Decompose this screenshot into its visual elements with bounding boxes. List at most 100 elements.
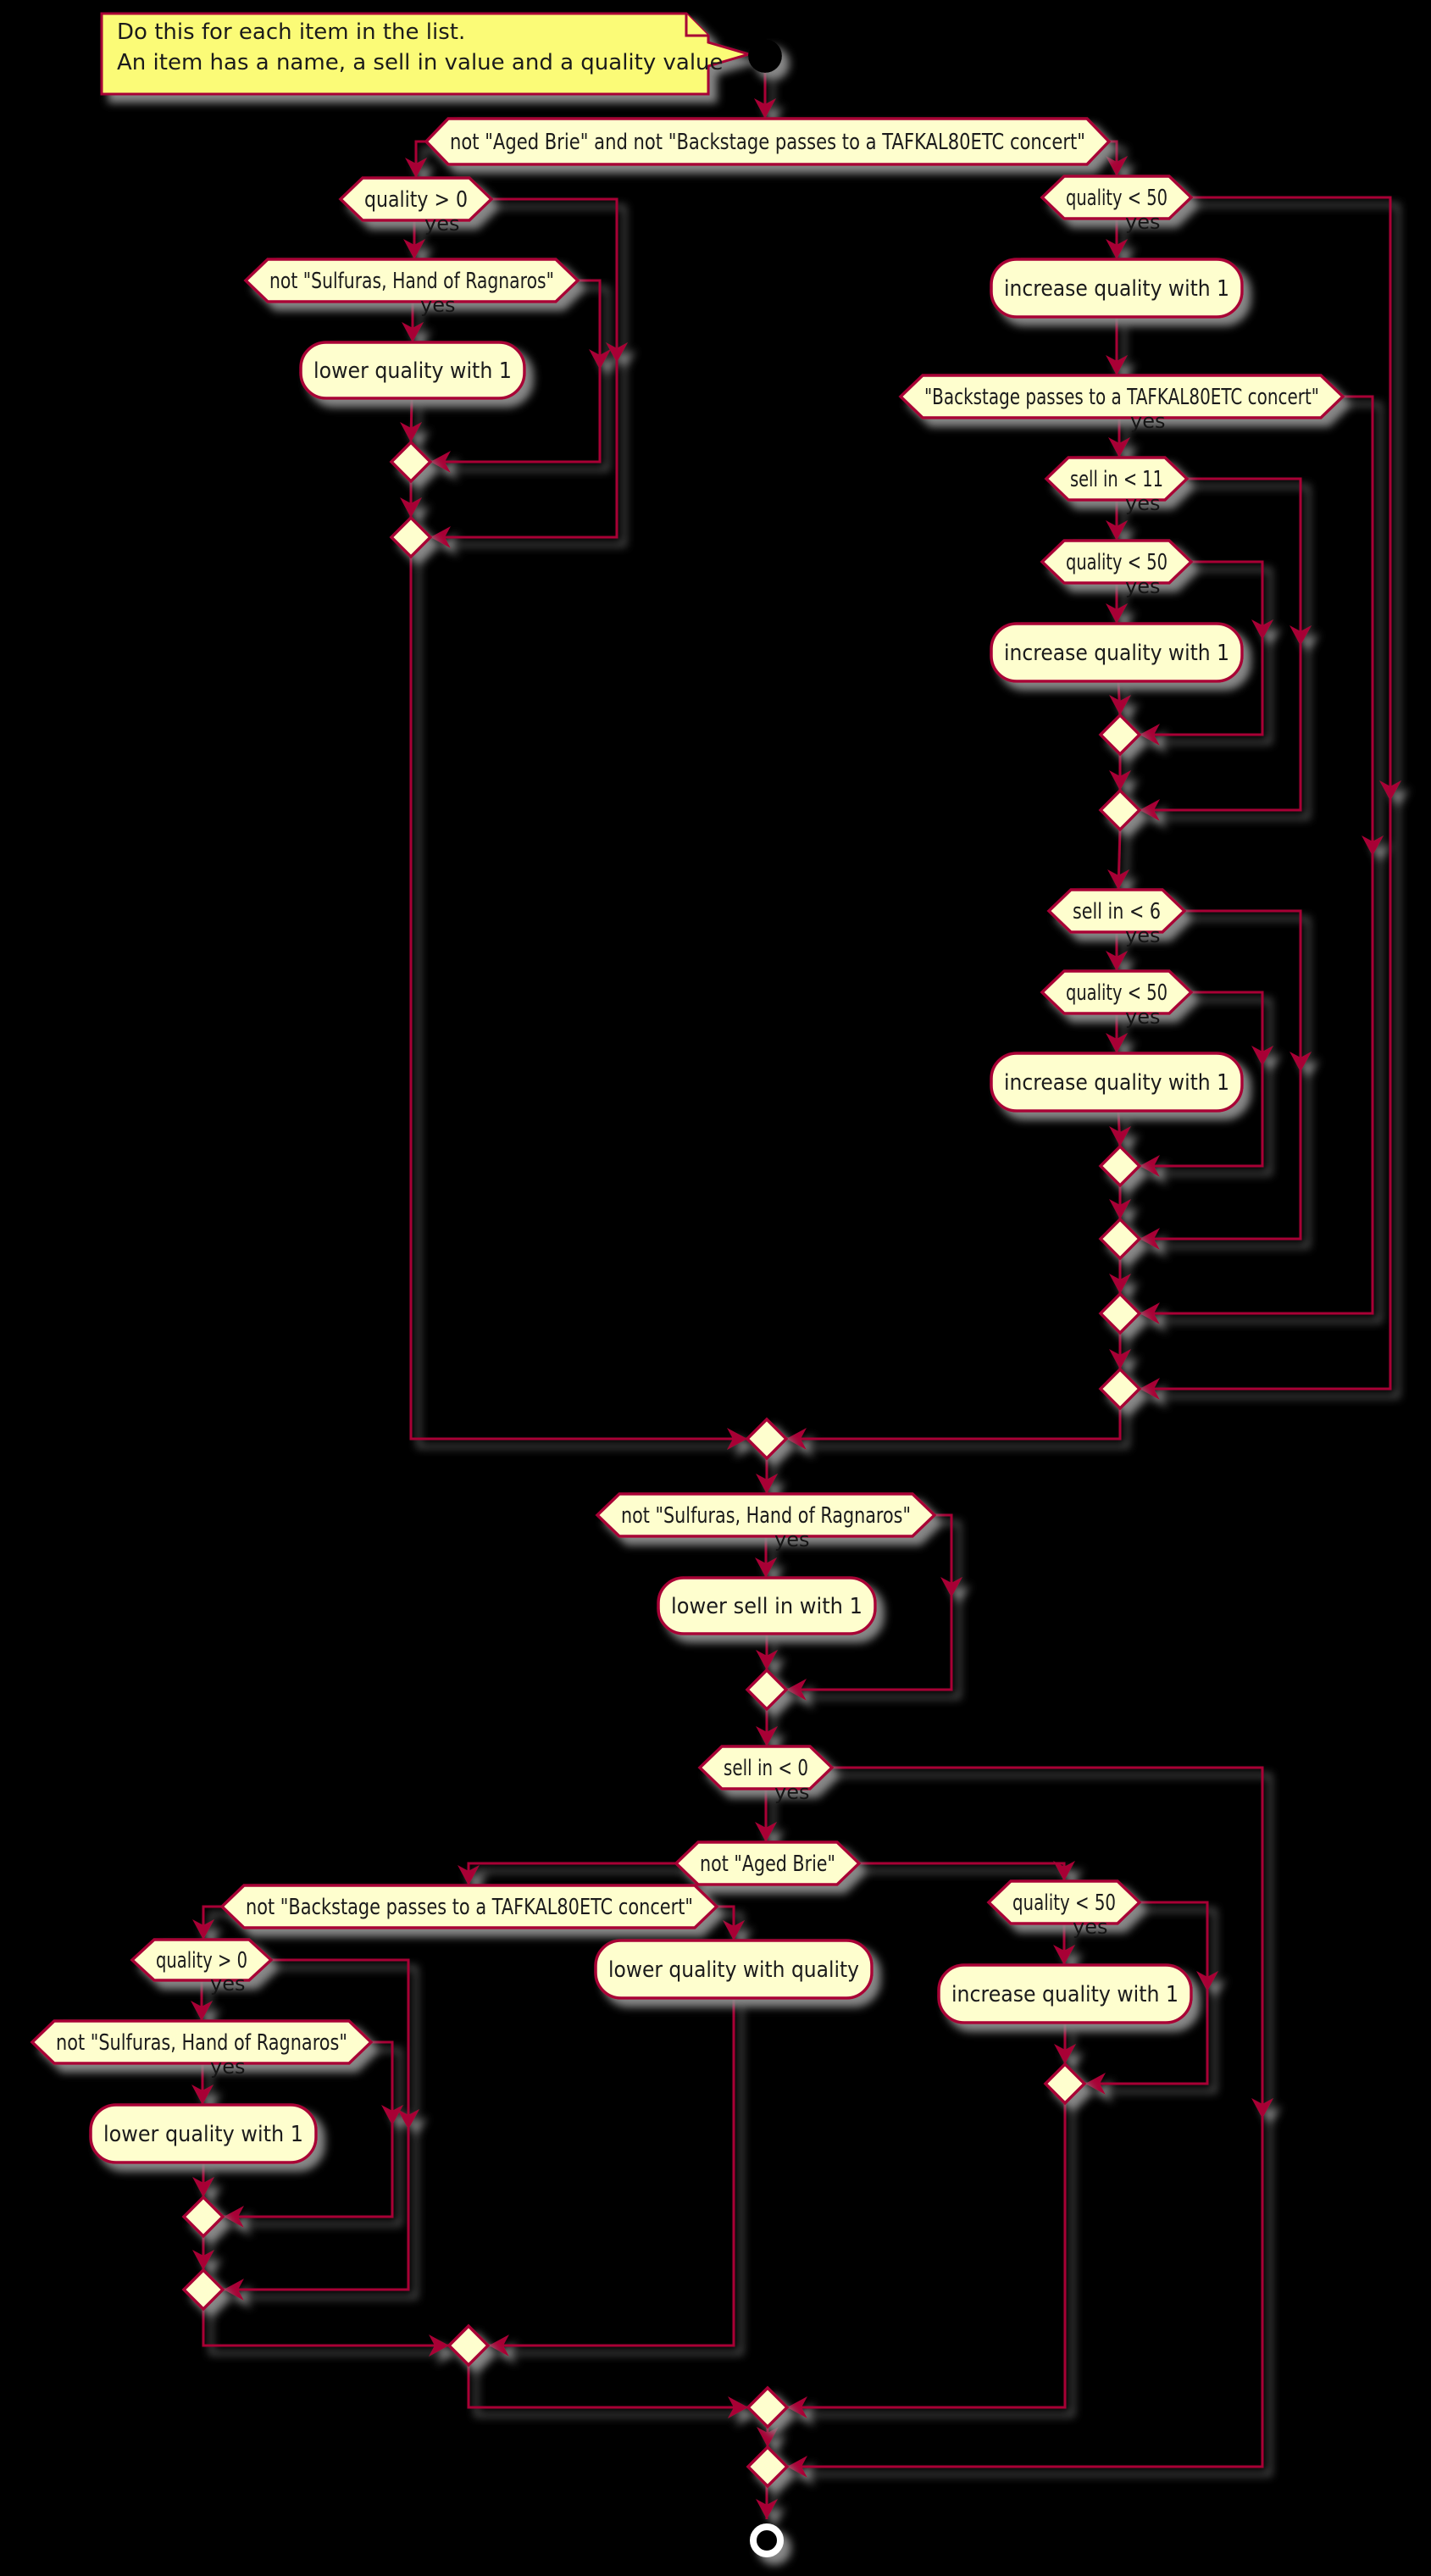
arrowhead-icon	[397, 2109, 419, 2129]
arrowhead-icon	[1109, 1274, 1131, 1294]
arrowhead-icon	[1106, 951, 1128, 971]
decision-sell-in-lt-11	[1044, 456, 1190, 502]
arrowhead-icon	[458, 1865, 480, 1885]
decision-not-backstage-concert	[219, 1884, 719, 1929]
decision-sell-in-lt-0-label: sell in < 0	[724, 1756, 808, 1781]
decision-quality-lt-50-c	[1040, 969, 1194, 1015]
flow-edge	[787, 2103, 1067, 2409]
branch-label-yes: yes	[774, 1528, 809, 1552]
end-node	[750, 2523, 784, 2557]
activity-lower-quality-with-1-b	[89, 2103, 318, 2164]
decision-sell-in-lt-11-label: sell in < 11	[1070, 467, 1163, 492]
arrowhead-icon	[723, 1920, 745, 1940]
merge-g	[746, 2385, 790, 2429]
arrowhead-icon	[489, 2334, 509, 2357]
decision-backstage-concert	[898, 374, 1345, 419]
arrowhead-icon	[757, 2427, 779, 2447]
note-text-line: Do this for each item in the list.	[117, 19, 465, 45]
decision-quality-lt-50-b-label: quality < 50	[1066, 550, 1168, 575]
arrowhead-icon	[1251, 1046, 1273, 1066]
flow-edge	[202, 1905, 222, 1940]
decision-quality-lt-50-c-label: quality < 50	[1066, 980, 1168, 1006]
activity-lower-sell-in-with-1-label: lower sell in with 1	[671, 1594, 862, 1619]
branch-label-yes: yes	[1125, 210, 1160, 234]
arrowhead-icon	[754, 98, 776, 119]
arrowhead-icon	[1379, 780, 1401, 801]
branch-label-yes: yes	[1130, 409, 1165, 433]
arrowhead-icon	[1196, 1971, 1218, 1991]
decision-quality-lt-50-d-label: quality < 50	[1012, 1890, 1116, 1916]
decision-quality-gt-0-a	[338, 176, 494, 222]
flow-edge	[1140, 909, 1302, 1241]
flow-edge	[1140, 560, 1264, 736]
merge-b5	[1098, 1291, 1142, 1335]
arrowhead-icon	[589, 349, 611, 369]
flow-edge	[1140, 395, 1374, 1315]
arrowhead-icon	[786, 1679, 807, 1701]
branch-label-yes: yes	[420, 293, 455, 317]
branch-label-yes: yes	[210, 2055, 245, 2079]
note-text-line: An item has a name, a sell in value and …	[117, 50, 724, 75]
arrowhead-icon	[400, 422, 422, 442]
flow-edge	[787, 1766, 1264, 2468]
start-node	[748, 39, 782, 73]
flow-edge	[224, 2040, 394, 2218]
merge-b4	[1098, 1217, 1142, 1261]
arrowhead-icon	[1251, 619, 1273, 640]
merge-a1	[389, 440, 433, 484]
arrowhead-icon	[1140, 1302, 1160, 1324]
arrowhead-icon	[1109, 1349, 1131, 1369]
flow-shapes	[30, 12, 1345, 2557]
arrowhead-icon	[1106, 239, 1128, 259]
decision-not-aged-brie-label: not "Aged Brie"	[700, 1852, 835, 1877]
flow-edge	[430, 197, 618, 539]
flow-edge	[202, 2309, 449, 2347]
arrowhead-icon	[1106, 1033, 1128, 1053]
merge-b1	[1098, 713, 1142, 757]
activity-increase-quality-with-1-c-label: increase quality with 1	[1004, 1070, 1229, 1096]
activity-lower-quality-with-1-b-label: lower quality with 1	[103, 2122, 303, 2147]
merge-a2	[389, 515, 433, 559]
decision-not-sulfuras-c-label: not "Sulfuras, Hand of Ragnaros"	[56, 2030, 347, 2056]
merge-e	[446, 2323, 491, 2368]
arrowhead-icon	[1053, 1861, 1075, 1881]
arrowhead-icon	[192, 2250, 214, 2270]
arrowhead-icon	[405, 158, 427, 178]
note-fold-icon	[685, 14, 708, 37]
activity-lower-quality-with-1-a-label: lower quality with 1	[313, 358, 512, 384]
arrowhead-icon	[1109, 1199, 1131, 1219]
decision-backstage-concert-label: "Backstage passes to a TAFKAL80ETC conce…	[924, 385, 1319, 410]
arrowhead-icon	[1106, 603, 1128, 624]
decision-not-sulfuras-c	[30, 2019, 374, 2065]
decision-sell-in-lt-6-label: sell in < 6	[1073, 899, 1161, 924]
arrowhead-icon	[787, 2456, 807, 2478]
arrowhead-icon	[1108, 437, 1130, 458]
flow-edge	[467, 2365, 748, 2409]
flow-edge	[859, 1862, 1066, 1881]
merge-b3	[1098, 1144, 1142, 1188]
activity-increase-quality-with-1-a	[990, 258, 1244, 319]
arrowhead-icon	[755, 1557, 777, 1578]
arrowhead-icon	[756, 1650, 778, 1670]
arrowhead-icon	[786, 1428, 807, 1450]
decision-not-sulfuras-a	[243, 258, 580, 303]
arrowhead-icon	[1251, 2098, 1273, 2118]
merge-h	[746, 2445, 790, 2489]
flow-edge	[430, 279, 602, 464]
arrowhead-icon	[192, 2177, 214, 2197]
arrowhead-icon	[756, 1474, 778, 1494]
branch-labels: yes yes yes yes yes yes yes yes yes yes yes yes yes	[210, 210, 1165, 2079]
activity-lower-quality-with-quality-label: lower quality with quality	[608, 1957, 859, 1983]
arrowhead-icon	[728, 2396, 748, 2418]
decision-quality-gt-0-a-label: quality > 0	[364, 187, 468, 213]
arrowhead-icon	[1085, 2073, 1106, 2095]
flow-edges	[191, 73, 1401, 2519]
merge-main	[745, 1417, 789, 1461]
decision-quality-gt-0-b-label: quality > 0	[156, 1948, 247, 1974]
arrowhead-icon	[755, 1822, 777, 1842]
arrowhead-icon	[1290, 1052, 1312, 1072]
flow-edge	[1085, 1901, 1209, 2085]
node-labels: Do this for each item in the list. An ite…	[56, 19, 1319, 2147]
arrowhead-icon	[940, 1577, 962, 1597]
